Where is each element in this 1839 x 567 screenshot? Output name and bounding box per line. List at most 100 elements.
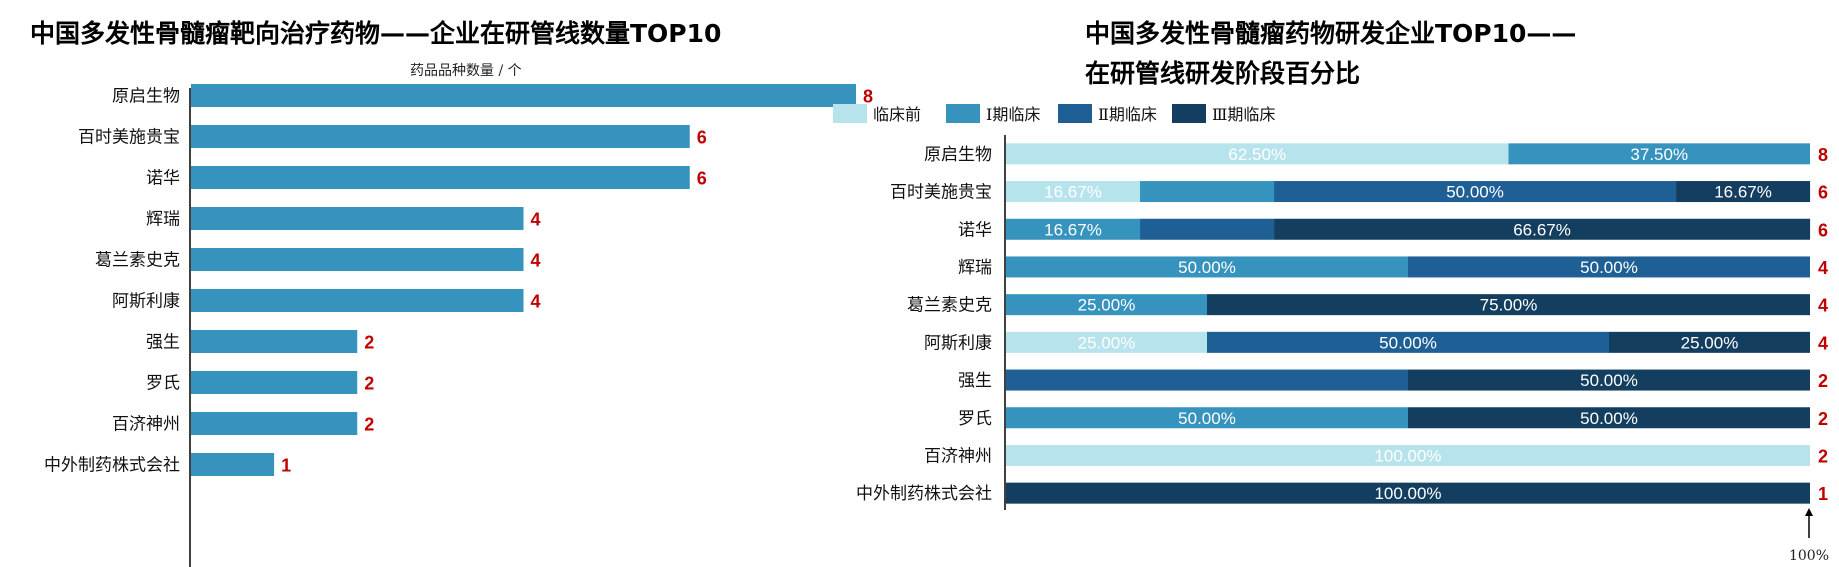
stacked-segment [1140,181,1275,203]
legend-swatch [946,104,980,123]
segment-percent-label: 25.00% [1078,333,1136,352]
stacked-segment [1006,407,1408,429]
segment-percent-label: 25.00% [1078,296,1136,315]
left-bar [191,125,690,148]
stacked-segment [1006,369,1408,391]
segment-percent-label: 50.00% [1580,409,1638,428]
left-bar [191,330,358,353]
left-value-label: 6 [697,169,707,189]
left-category-label: 阿斯利康 [112,292,180,312]
left-value-label: 2 [364,415,374,435]
segment-percent-label: 50.00% [1580,258,1638,277]
right-category-label: 百时美施贵宝 [890,183,992,203]
left-category-label: 辉瑞 [146,210,180,230]
left-value-label: 4 [531,292,541,312]
right-category-label: 原启生物 [924,145,992,165]
left-bar [191,248,524,271]
left-bar [191,412,358,435]
stacked-segment [1408,369,1810,391]
right-total-label: 2 [1818,371,1828,391]
right-total-label: 4 [1818,258,1828,278]
stacked-segment [1508,143,1810,165]
left-bar [191,84,856,107]
left-bar [191,166,690,189]
right-category-label: 百济神州 [924,446,992,466]
right-chart-bars: 原启生物 62.50% 37.50% 8 百时美施贵宝 16.67% 50.00% 16.67… [856,143,1828,504]
axis-end-label: 100% [1789,548,1829,564]
stacked-segment [1140,218,1275,240]
segment-percent-label: 37.50% [1630,145,1688,164]
right-chart-legend: 临床前 Ⅰ期临床 Ⅱ期临床 Ⅲ期临床 [833,104,1275,124]
left-chart-bars: 原启生物 8 百时美施贵宝 6 诺华 6 辉瑞 4 葛兰素史克 4 阿斯利康 4 强生 2 罗氏 2 百济神州 2… [44,84,873,476]
stacked-segment [1676,181,1811,203]
left-value-label: 8 [863,87,873,107]
left-value-label: 2 [364,333,374,353]
right-category-label: 强生 [958,371,992,391]
stacked-segment [1207,331,1609,353]
stacked-segment [1006,482,1810,504]
segment-percent-label: 66.67% [1513,220,1571,239]
legend-label: 临床前 [873,105,921,124]
right-total-label: 8 [1818,145,1828,165]
left-category-label: 强生 [146,333,180,353]
segment-percent-label: 16.67% [1044,183,1102,202]
left-value-label: 6 [697,128,707,148]
left-bar [191,371,358,394]
right-category-label: 葛兰素史克 [907,296,992,316]
left-category-label: 葛兰素史克 [95,251,180,271]
left-chart-unit-label: 药品品种数量 / 个 [410,63,522,79]
left-category-label: 百时美施贵宝 [78,128,180,148]
right-total-label: 6 [1818,220,1828,240]
legend-swatch [1172,104,1206,123]
segment-percent-label: 50.00% [1178,258,1236,277]
right-total-label: 4 [1818,333,1828,353]
right-category-label: 辉瑞 [958,258,992,278]
right-total-label: 1 [1818,484,1828,504]
stacked-segment [1408,407,1810,429]
left-bar [191,207,524,230]
left-value-label: 4 [531,210,541,230]
stacked-segment [1006,256,1408,278]
right-category-label: 中外制药株式会社 [856,484,992,504]
left-category-label: 中外制药株式会社 [44,456,180,476]
segment-percent-label: 16.67% [1714,183,1772,202]
stacked-segment [1006,143,1509,165]
legend-swatch [833,104,867,123]
right-chart-title-line2: 在研管线研发阶段百分比 [1085,59,1360,88]
left-chart-title: 中国多发性骨髓瘤靶向治疗药物——企业在研管线数量TOP10 [30,19,721,48]
segment-percent-label: 50.00% [1446,183,1504,202]
stacked-segment [1274,218,1811,240]
left-category-label: 罗氏 [146,374,180,394]
right-category-label: 阿斯利康 [924,333,992,353]
left-value-label: 4 [531,251,541,271]
segment-percent-label: 25.00% [1681,333,1739,352]
axis-end-arrow-icon [1805,508,1813,516]
stacked-segment [1274,181,1677,203]
segment-percent-label: 50.00% [1580,371,1638,390]
right-category-label: 罗氏 [958,409,992,429]
legend-label: Ⅲ期临床 [1212,105,1275,124]
segment-percent-label: 100.00% [1374,446,1441,465]
right-total-label: 6 [1818,183,1828,203]
left-value-label: 2 [364,374,374,394]
left-bar [191,453,275,476]
left-bar [191,289,524,312]
stacked-segment [1609,331,1810,353]
legend-label: Ⅰ期临床 [986,105,1040,124]
left-category-label: 诺华 [146,169,180,189]
left-category-label: 原启生物 [112,87,180,107]
stacked-segment [1006,444,1810,466]
segment-percent-label: 16.67% [1044,220,1102,239]
legend-label: Ⅱ期临床 [1098,105,1157,124]
legend-swatch [1058,104,1092,123]
right-total-label: 4 [1818,296,1828,316]
left-category-label: 百济神州 [112,415,180,435]
segment-percent-label: 50.00% [1379,333,1437,352]
right-total-label: 2 [1818,409,1828,429]
segment-percent-label: 75.00% [1480,296,1538,315]
segment-percent-label: 100.00% [1374,484,1441,503]
left-value-label: 1 [281,456,291,476]
stacked-segment [1006,294,1207,316]
stacked-segment [1408,256,1810,278]
